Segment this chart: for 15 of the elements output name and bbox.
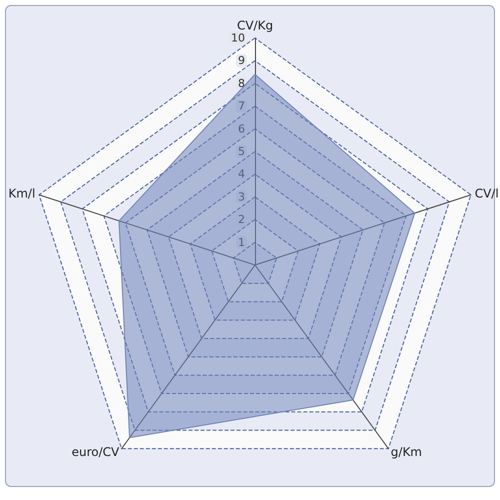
- y-tick-label: 10: [231, 32, 245, 44]
- spoke-label: CV/Kg: [236, 18, 274, 33]
- y-tick-label: 1: [238, 236, 245, 249]
- y-tick-label: 9: [238, 54, 245, 68]
- spoke-label: Km/l: [8, 186, 36, 201]
- y-tick-label: 6: [238, 122, 245, 136]
- spoke-label: euro/CV: [72, 444, 120, 459]
- y-tick-label: 5: [238, 145, 245, 158]
- spoke-label: g/Km: [390, 444, 422, 459]
- spoke-label: CV/l: [474, 186, 499, 201]
- y-tick-label: 4: [238, 168, 245, 181]
- y-tick-label: 8: [238, 76, 245, 90]
- y-tick-label: 2: [238, 213, 245, 226]
- y-tick-label: 3: [238, 190, 245, 204]
- y-tick-label: 7: [238, 100, 245, 113]
